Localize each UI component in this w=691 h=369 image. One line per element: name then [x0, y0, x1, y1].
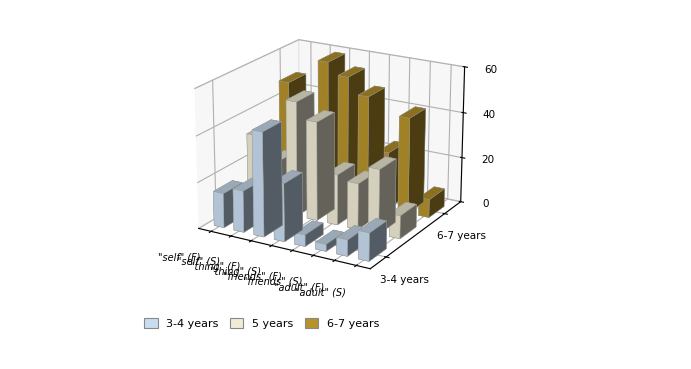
Legend: 3-4 years, 5 years, 6-7 years: 3-4 years, 5 years, 6-7 years: [140, 314, 384, 333]
